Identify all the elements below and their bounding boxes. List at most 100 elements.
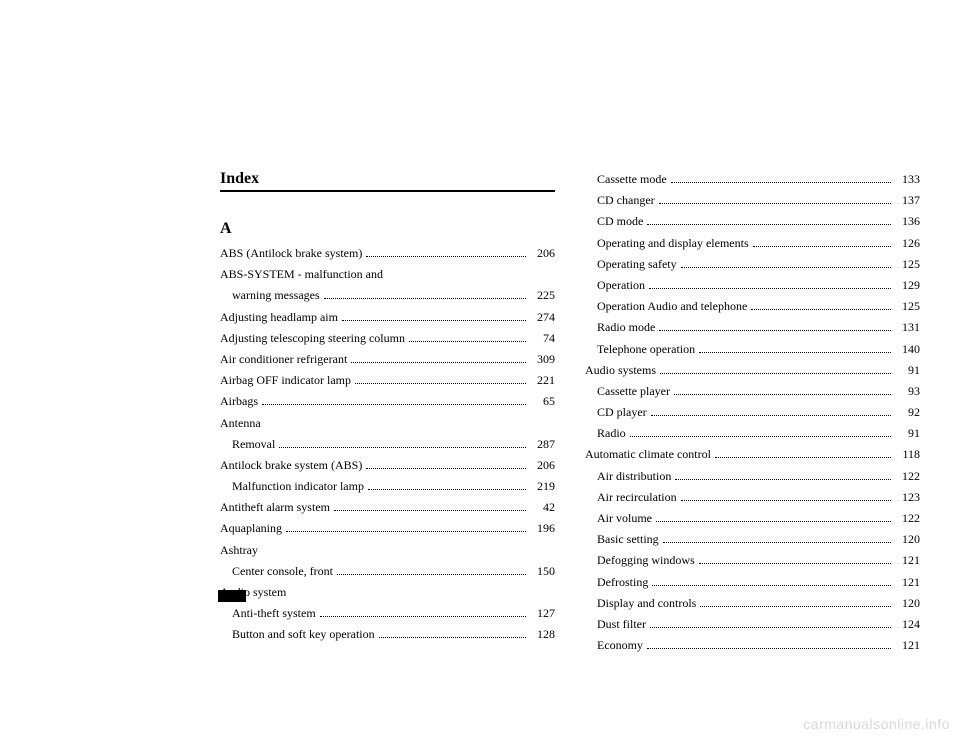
entry-label: Antitheft alarm system [220,498,330,517]
right-column: Cassette mode 133 CD changer137 CD mode 136 O… [585,170,920,657]
entry-label: Air volume [597,509,652,528]
leader-dots [647,224,891,225]
leader-dots [337,574,526,575]
index-entry: Audio systems91 [585,361,920,380]
entry-page: 137 [895,191,920,210]
entry-page: 121 [895,551,920,570]
entry-label: Economy [597,636,643,655]
leader-dots [286,531,526,532]
watermark-text: carmanualsonline.info [803,716,950,732]
index-entry: Telephone operation140 [585,340,920,359]
leader-dots [700,606,891,607]
index-entry: ABS (Antilock brake system) 206 [220,244,555,263]
entry-label: CD player [597,403,647,422]
columns-wrapper: Index A ABS (Antilock brake system)206AB… [220,170,920,657]
entry-label: Anti-theft system [232,604,316,623]
leader-dots [279,447,526,448]
entry-label: Defrosting [597,573,648,592]
left-column: Index A ABS (Antilock brake system)206AB… [220,170,555,657]
index-entry: Button and soft key operation128 [220,625,555,644]
entry-page: 274 [530,308,555,327]
entry-page: 225 [530,286,555,305]
entry-page: 118 [895,445,920,464]
index-entry: Economy 121 [585,636,920,655]
entry-label: Telephone operation [597,340,695,359]
entry-page: 121 [895,636,920,655]
entry-label: Cassette mode [597,170,667,189]
entry-label: Operating and display elements [597,234,749,253]
entry-label: Ashtray [220,541,258,560]
entry-label: Automatic climate control [585,445,711,464]
entry-label: Adjusting headlamp aim [220,308,338,327]
page-container: Index A ABS (Antilock brake system)206AB… [220,170,920,657]
entry-label: Air distribution [597,467,671,486]
leader-dots [699,352,891,353]
index-entry: Air volume122 [585,509,920,528]
entry-label: Antenna [220,414,261,433]
leader-dots [650,627,891,628]
entry-page: 133 [895,170,920,189]
leader-dots [663,542,891,543]
entry-label: Air recirculation [597,488,677,507]
index-entry: Adjusting headlamp aim 274 [220,308,555,327]
index-entry: Antenna [220,414,555,433]
index-entry: CD changer137 [585,191,920,210]
index-entry: Airbag OFF indicator lamp221 [220,371,555,390]
index-entry: Airbags65 [220,392,555,411]
leader-dots [366,256,526,257]
index-entry: Display and controls120 [585,594,920,613]
index-entry: Air recirculation123 [585,488,920,507]
entry-label: Audio systems [585,361,656,380]
entry-label: Airbag OFF indicator lamp [220,371,351,390]
leader-dots [753,246,891,247]
entry-label: CD mode [597,212,643,231]
index-entry: Cassette player93 [585,382,920,401]
entry-label: Radio [597,424,626,443]
entry-label: Aquaplaning [220,519,282,538]
index-entry: Audio system [220,583,555,602]
entry-label: ABS (Antilock brake system) [220,244,362,263]
entry-label: Air conditioner refrigerant [220,350,347,369]
leader-dots [699,563,891,564]
entry-page: 92 [895,403,920,422]
index-entry: Automatic climate control 118 [585,445,920,464]
leader-dots [379,637,526,638]
index-entry: Aquaplaning196 [220,519,555,538]
entry-page: 136 [895,212,920,231]
entry-page: 122 [895,467,920,486]
leader-dots [630,436,891,437]
leader-dots [355,383,526,384]
entry-label: Dust filter [597,615,646,634]
entry-page: 131 [895,318,920,337]
left-entries: ABS (Antilock brake system) 206 ABS-SYSTEM… [220,244,555,645]
entry-label: Basic setting [597,530,659,549]
leader-dots [649,288,891,289]
entry-label: warning messages [232,286,320,305]
leader-dots [652,585,891,586]
entry-label: Display and controls [597,594,696,613]
leader-dots [715,457,891,458]
entry-page: 206 [530,456,555,475]
index-entry: Cassette mode 133 [585,170,920,189]
leader-dots [324,298,526,299]
index-entry: Operation Audio and telephone 125 [585,297,920,316]
entry-label: Defogging windows [597,551,695,570]
leader-dots [351,362,526,363]
entry-page: 42 [530,498,555,517]
entry-label: ABS-SYSTEM - malfunction and [220,265,383,284]
index-entry: Air distribution 122 [585,467,920,486]
entry-page: 125 [895,297,920,316]
index-entry: Malfunction indicator lamp219 [220,477,555,496]
entry-label: Adjusting telescoping steering column [220,329,405,348]
entry-label: Antilock brake system (ABS) [220,456,362,475]
right-entries: Cassette mode 133 CD changer137 CD mode 136 O… [585,170,920,655]
entry-page: 206 [530,244,555,263]
index-entry: Basic setting120 [585,530,920,549]
entry-page: 91 [895,424,920,443]
entry-label: Operation Audio and telephone [597,297,747,316]
entry-label: Center console, front [232,562,333,581]
entry-page: 129 [895,276,920,295]
index-entry: Antitheft alarm system 42 [220,498,555,517]
entry-page: 128 [530,625,555,644]
index-header: Index [220,170,555,192]
